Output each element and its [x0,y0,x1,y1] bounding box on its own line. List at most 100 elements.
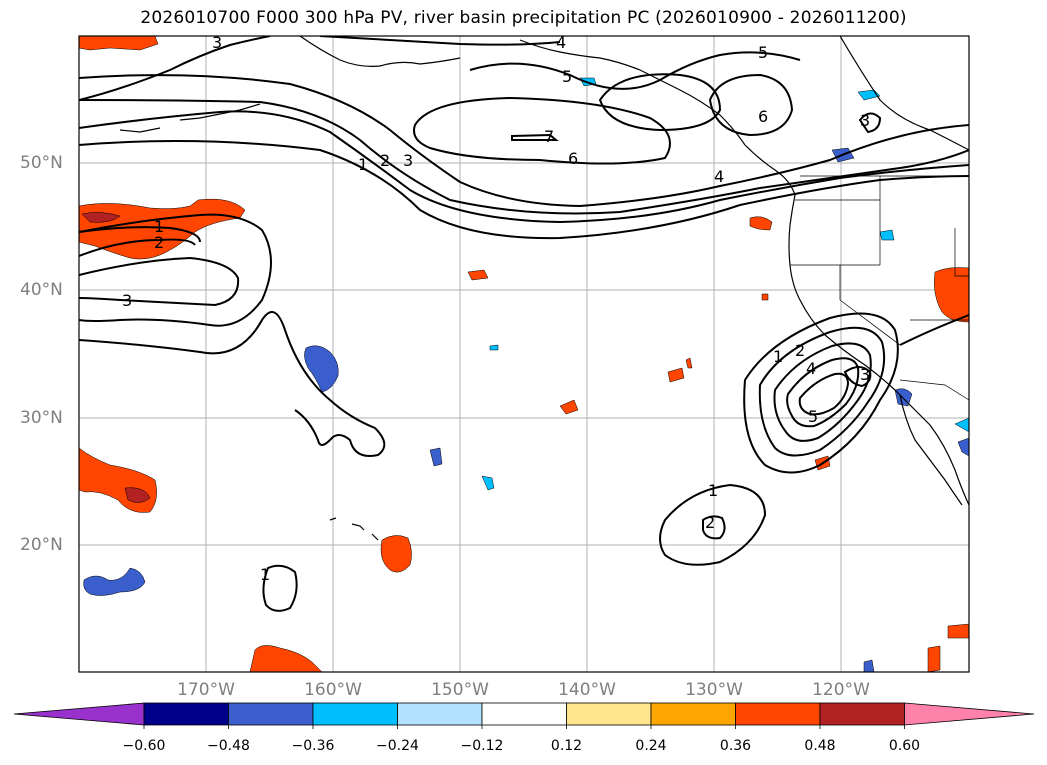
contour-pv-small-ring [262,564,298,612]
lon-label-170w: 170°W [177,680,235,700]
contour-label: 3 [860,111,870,130]
contour-label: 6 [568,149,578,168]
precip-blob-34n-b [685,357,693,369]
contour-label: 1 [358,155,368,174]
precip-blob-south [249,645,323,672]
coast-baja [899,394,963,506]
precip-blob-19n [380,535,412,573]
colorbar-label: 0.60 [888,738,921,754]
contour-label: 3 [212,33,222,52]
contour-label: 2 [380,151,390,170]
colorbar-label: 0.12 [550,738,583,754]
colorbar-swatch [312,702,398,726]
contour-label: 4 [556,33,566,52]
contour-pv-3-north [79,36,271,101]
contour-pv-3-west [79,256,240,307]
contour-label: 4 [806,359,816,378]
precip-blob-topleft [79,36,159,51]
contour-pv-cutoff-3 [773,342,872,442]
colorbar-extend-max [904,702,1035,726]
precip-blob-41n [467,269,489,281]
contour-pv-2-west [79,238,196,257]
contour-label: 1 [773,347,783,366]
contour-pv-6-ring [708,73,794,137]
colorbar-swatch [650,702,736,726]
colorbar-swatch [735,702,821,726]
border-mexico [899,379,969,401]
contour-label: 2 [154,233,164,252]
colorbar-label: −0.48 [207,738,250,754]
lon-label-160w: 160°W [304,680,362,700]
precip-blob-blue-27n [429,447,443,467]
contour-pv-1-west [79,226,201,243]
precip-blob-blue-17n [83,567,146,596]
contour-label: 3 [403,151,413,170]
colorbar-swatch [481,702,567,726]
precip-blob-34n [667,367,685,383]
precip-blob-cyan-43n [879,229,895,241]
contour-label: 1 [260,565,270,584]
lon-label-150w: 150°W [431,680,489,700]
contour-pv-5-north [469,51,801,90]
coast-us-west [788,224,969,506]
coast-hawaii [329,517,379,541]
map-title: 2026010700 F000 300 hPa PV, river basin … [140,8,907,28]
contour-pv-cutoff-4 [786,357,860,428]
contour-pv-6-main [413,96,671,165]
precip-blob-west-45n-core [81,212,121,223]
map-frame [78,35,970,673]
contour-label: 1 [154,217,164,236]
precip-blob-cyan-east [954,417,969,433]
contour-pv-1-jet [79,110,969,224]
contour-label: 4 [714,167,724,186]
contour-pv-4-north [319,36,561,46]
coast-aleutians [119,103,261,133]
contour-label: 5 [758,43,768,62]
contour-label: 7 [544,127,554,146]
lon-label-140w: 140°W [558,680,616,700]
coast-canada-inland [839,36,969,151]
contour-pv-cutoff-5 [798,372,850,416]
precip-blob-31n [559,399,579,415]
contour-label: 3 [860,365,870,384]
colorbar-label: −0.24 [376,738,419,754]
precip-blob-blue-east [957,437,969,457]
coastlines [119,36,969,541]
precip-blob-45n-east [749,216,773,231]
contour-pv-outer-west [79,213,272,327]
contour-pv-cutoff-2 [758,326,886,457]
contour-pv-east-ring [843,366,872,388]
precip-blob-cyan-35n [489,344,499,351]
colorbar-ticks [143,725,905,729]
colorbar-extend-min [13,702,145,726]
border-az [910,228,969,321]
contour-label: 5 [562,67,572,86]
contour-pv-east-north [899,314,969,346]
border-nv-ca [839,265,901,346]
precip-blob-west-28n-core [124,487,151,503]
colorbar-swatch [228,702,314,726]
colorbar-label: 0.48 [804,738,836,754]
colorbar-label: 0.24 [635,738,667,754]
precip-blob-blue-34n [304,345,339,393]
colorbar-label: −0.12 [460,738,504,754]
contour-label: 1 [708,481,718,500]
lat-label-40n: 40°N [20,280,63,300]
colorbar-swatch [397,702,483,726]
colorbar [13,702,1035,729]
contour-label: 3 [122,291,132,310]
precip-blob-cyan-26n [481,475,495,491]
contour-label: 2 [705,513,715,532]
colorbar-swatch [566,702,652,726]
contour-pv-3-jet [79,74,969,208]
lon-label-130w: 130°W [685,680,743,700]
coast-bc [744,144,796,226]
contour-label: 5 [808,407,818,426]
contour-pv-ne-3 [858,112,882,134]
contour-label-group: 3 4 5 5 6 6 7 1 2 3 4 1 2 3 3 1 2 4 5 3 … [122,33,870,584]
colorbar-swatch [143,702,229,726]
contour-label: 6 [758,107,768,126]
precip-blob-se [947,623,969,639]
pv-contours [79,36,969,612]
colorbar-label: 0.36 [719,738,752,754]
